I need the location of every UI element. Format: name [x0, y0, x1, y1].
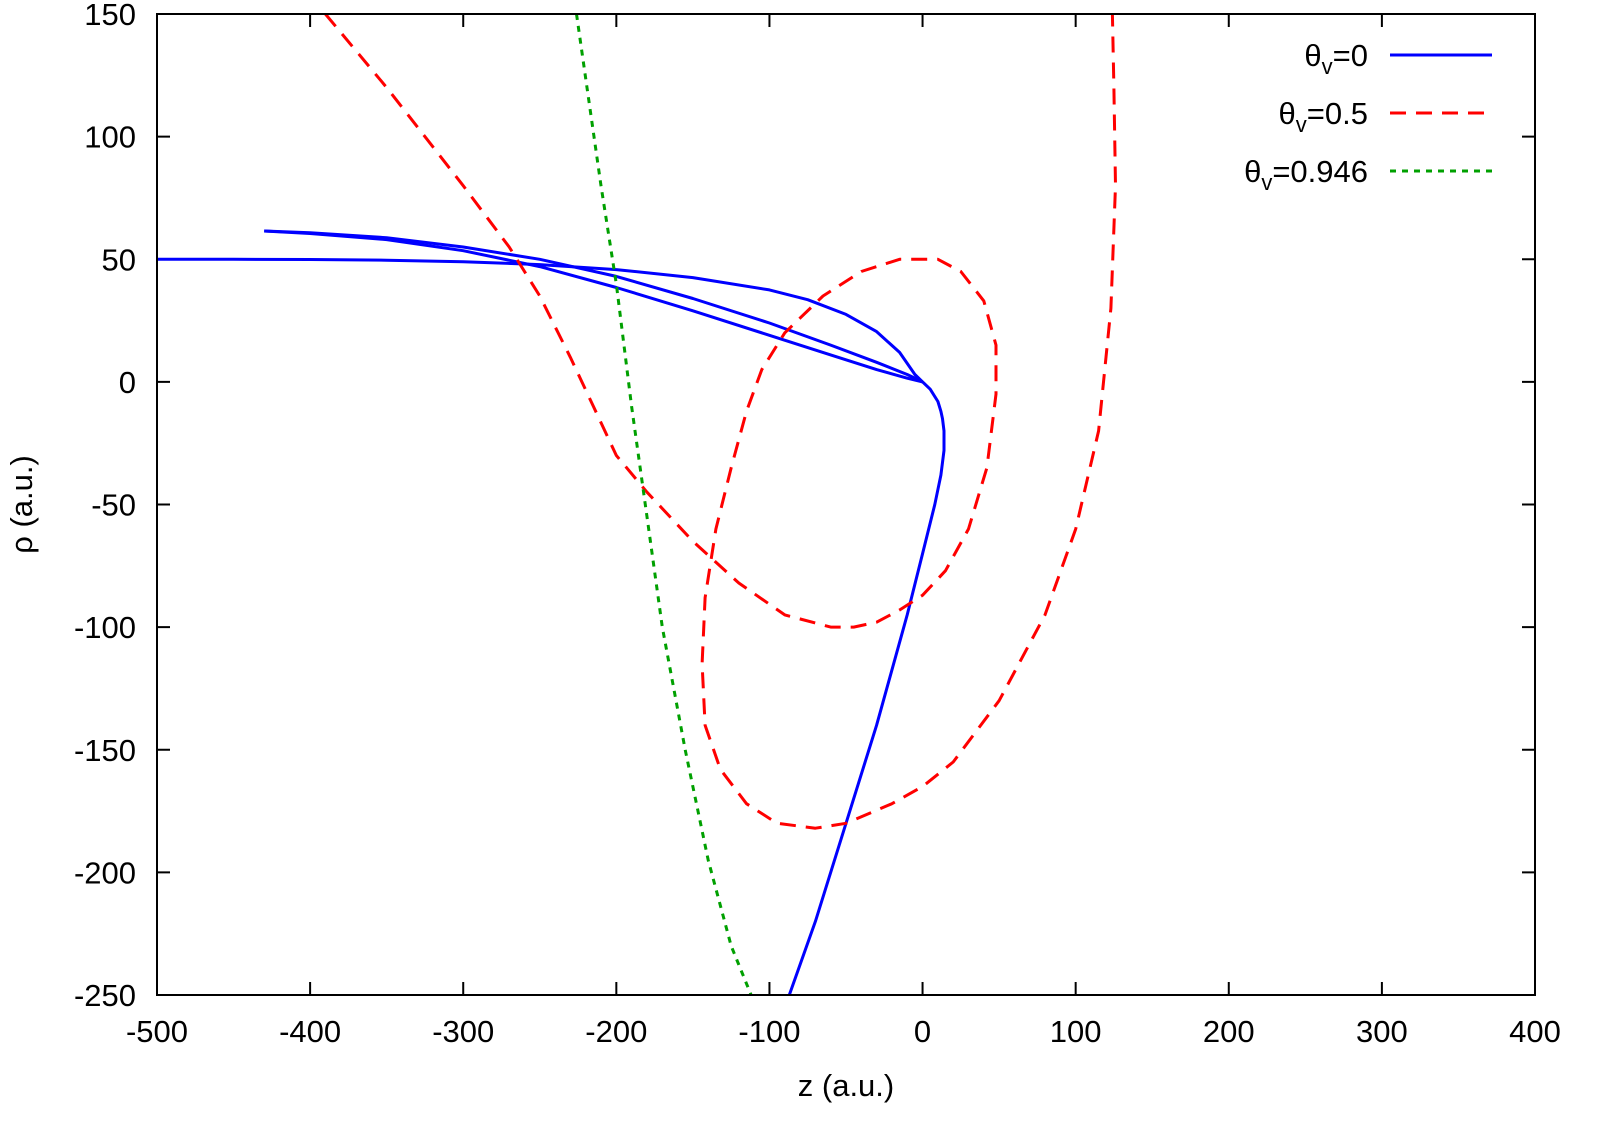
- x-tick-label: -300: [432, 1014, 494, 1049]
- legend-label: θv=0.5: [1279, 96, 1368, 137]
- x-tick-label: 400: [1509, 1014, 1561, 1049]
- y-tick-label: -150: [74, 733, 136, 768]
- y-tick-label: -100: [74, 610, 136, 645]
- x-tick-label: -500: [126, 1014, 188, 1049]
- legend-label: θv=0.946: [1244, 154, 1368, 195]
- x-tick-label: -100: [738, 1014, 800, 1049]
- x-tick-label: 200: [1203, 1014, 1255, 1049]
- legend: θv=0 θv=0.5 θv=0.946: [1244, 38, 1492, 195]
- series-line-3: [324, 14, 1117, 830]
- series-line-1: [264, 229, 924, 384]
- y-tick-label: 0: [119, 365, 136, 400]
- y-tick-label: -200: [74, 855, 136, 890]
- y-tick-label: 100: [84, 120, 136, 155]
- x-tick-label: 300: [1356, 1014, 1408, 1049]
- series-line-4: [575, 14, 753, 995]
- y-tick-label: 50: [102, 242, 136, 277]
- x-tick-label: 100: [1050, 1014, 1102, 1049]
- y-tick-label: -250: [74, 978, 136, 1013]
- y-tick-label: -50: [91, 488, 136, 523]
- y-axis-title: ρ (a.u.): [4, 455, 39, 554]
- legend-label: θv=0: [1304, 38, 1368, 79]
- x-tick-label: 0: [914, 1014, 931, 1049]
- x-axis-title: z (a.u.): [798, 1068, 894, 1103]
- series-line-2: [264, 229, 923, 384]
- x-tick-label: -200: [585, 1014, 647, 1049]
- x-tick-label: -400: [279, 1014, 341, 1049]
- y-tick-label: 150: [84, 0, 136, 32]
- plot-area-frame: [156, 13, 1536, 996]
